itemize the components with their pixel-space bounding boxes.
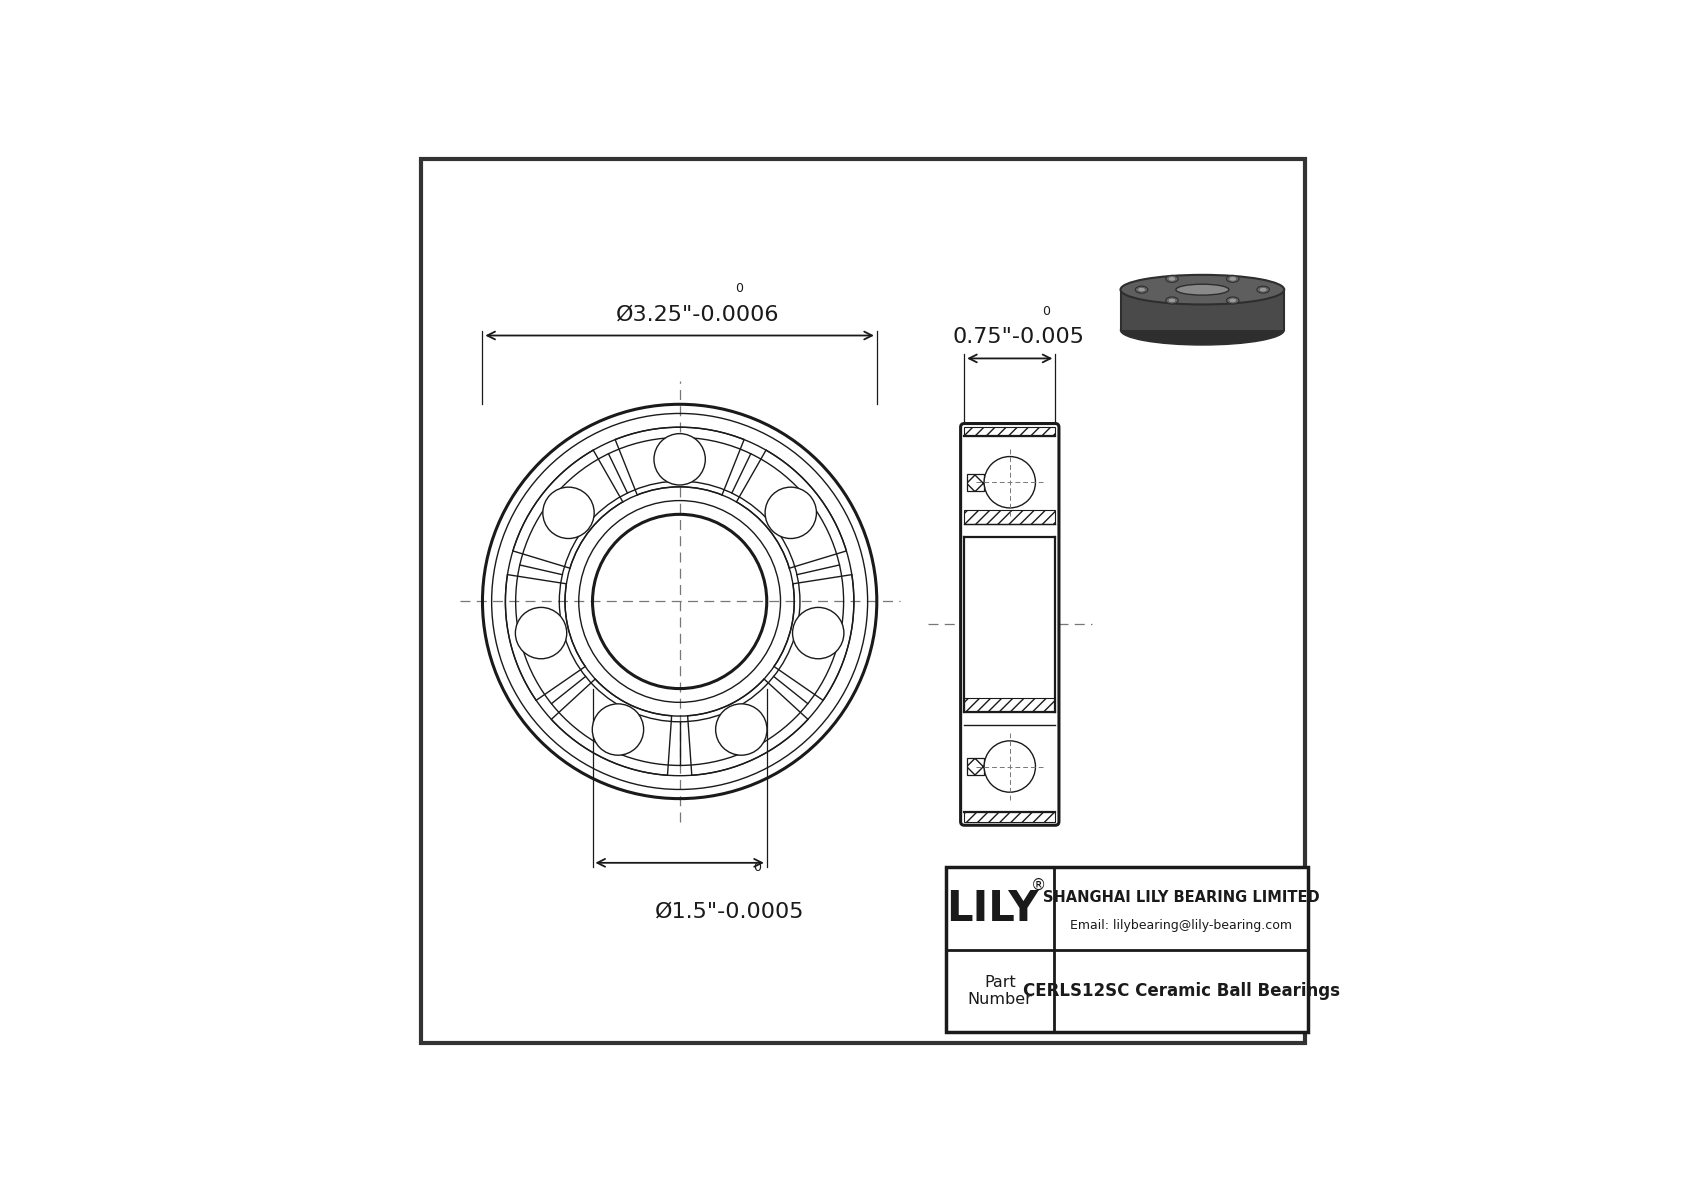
Text: Part
Number: Part Number: [968, 975, 1032, 1008]
Bar: [965, 812, 1056, 822]
Ellipse shape: [1229, 298, 1236, 303]
FancyBboxPatch shape: [960, 424, 1059, 825]
Ellipse shape: [1229, 276, 1236, 281]
Bar: [967, 474, 983, 491]
Text: ®: ®: [1031, 878, 1046, 892]
Text: LILY: LILY: [946, 887, 1039, 930]
Circle shape: [983, 456, 1036, 507]
Ellipse shape: [1256, 286, 1270, 293]
Circle shape: [765, 487, 817, 538]
Circle shape: [653, 434, 706, 485]
Bar: [965, 510, 1056, 524]
Bar: [965, 698, 1056, 711]
Bar: [946, 867, 1308, 1033]
Ellipse shape: [1138, 287, 1145, 292]
Text: Ø3.25"-0.0006: Ø3.25"-0.0006: [616, 305, 780, 324]
Ellipse shape: [1226, 275, 1239, 282]
Text: 0: 0: [1042, 305, 1049, 318]
Ellipse shape: [1169, 298, 1175, 303]
Ellipse shape: [1165, 297, 1179, 304]
Bar: [965, 428, 1056, 436]
Text: 0: 0: [734, 282, 743, 295]
Circle shape: [515, 607, 568, 659]
Bar: [967, 759, 983, 775]
Ellipse shape: [1260, 287, 1266, 292]
Text: Ø1.5"-0.0005: Ø1.5"-0.0005: [655, 902, 805, 922]
Ellipse shape: [1226, 297, 1239, 304]
Ellipse shape: [1120, 275, 1285, 305]
Text: CERLS12SC Ceramic Ball Bearings: CERLS12SC Ceramic Ball Bearings: [1022, 983, 1339, 1000]
Circle shape: [593, 704, 643, 755]
Ellipse shape: [1165, 275, 1179, 282]
Circle shape: [542, 487, 594, 538]
Ellipse shape: [1169, 276, 1175, 281]
Ellipse shape: [1135, 286, 1148, 293]
Text: SHANGHAI LILY BEARING LIMITED: SHANGHAI LILY BEARING LIMITED: [1042, 890, 1319, 905]
Circle shape: [716, 704, 766, 755]
Circle shape: [793, 607, 844, 659]
Bar: [1120, 289, 1285, 330]
Text: 0: 0: [753, 861, 761, 874]
Circle shape: [983, 741, 1036, 792]
Ellipse shape: [1120, 316, 1285, 345]
Text: 0.75"-0.005: 0.75"-0.005: [953, 328, 1084, 348]
Text: Email: lilybearing@lily-bearing.com: Email: lilybearing@lily-bearing.com: [1069, 918, 1292, 931]
Ellipse shape: [1175, 285, 1229, 295]
